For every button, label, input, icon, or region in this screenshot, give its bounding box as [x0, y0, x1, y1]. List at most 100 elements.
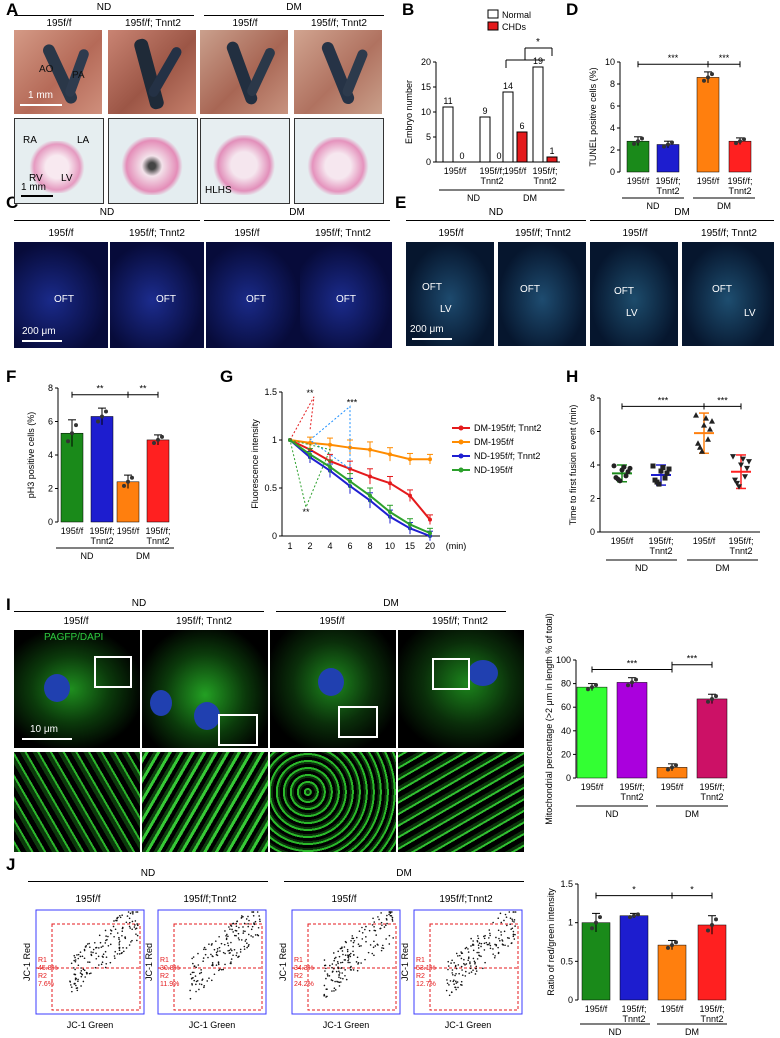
flow-event: [455, 980, 457, 983]
x-tick-label: Tnnt2: [620, 792, 643, 802]
bar: [657, 944, 687, 1001]
data-label: 11: [443, 96, 452, 106]
stain-label: PAGFP/DAPI: [44, 632, 104, 643]
mito-image: PAGFP/DAPI 10 μm: [14, 630, 140, 748]
flow-event: [340, 961, 342, 964]
gate-percent: 45.8%: [38, 965, 58, 972]
genotype-label: 195f/f: [438, 228, 464, 239]
flow-event: [211, 964, 213, 967]
panel-label-b: B: [402, 0, 415, 19]
flow-event: [383, 926, 386, 928]
flow-event: [237, 932, 240, 935]
flow-event: [351, 937, 353, 940]
flow-event: [101, 955, 104, 958]
data-point: [705, 436, 711, 442]
flow-event: [242, 932, 245, 934]
data-point: [650, 463, 656, 469]
data-point: [66, 439, 70, 444]
flow-event: [113, 920, 115, 922]
flow-event: [475, 965, 478, 968]
flow-event: [339, 977, 342, 979]
flow-event: [473, 960, 476, 963]
flow-event: [486, 943, 489, 946]
data-point: [388, 481, 392, 486]
flow-event: [478, 951, 480, 954]
flow-event: [130, 941, 132, 943]
y-tick-label: 0.5: [264, 483, 277, 493]
flow-event: [225, 938, 228, 941]
group-label: ND: [609, 1027, 622, 1037]
flow-event: [343, 946, 346, 948]
flow-event: [331, 979, 334, 982]
y-tick-label: 40: [561, 726, 571, 736]
flow-event: [251, 911, 253, 913]
la-label: LA: [77, 135, 90, 146]
flow-event: [331, 971, 334, 973]
flow-event: [338, 976, 340, 979]
flow-frame: [291, 909, 401, 1015]
data-point: [611, 463, 617, 469]
flow-event: [251, 925, 254, 928]
x-tick-label: Tnnt2: [622, 1014, 645, 1024]
flow-event: [464, 964, 466, 966]
flow-event: [324, 970, 326, 972]
gate-percent: 30.8%: [160, 965, 180, 972]
flow-event: [236, 920, 239, 922]
zoom-box: [338, 706, 378, 738]
flow-event: [497, 946, 499, 949]
flow-event: [511, 927, 514, 930]
x-tick-label: 4: [327, 541, 332, 551]
flow-event: [256, 911, 259, 913]
flow-event: [118, 936, 120, 939]
flow-event: [238, 955, 240, 958]
flow-event: [74, 956, 76, 959]
x-tick-label: 10: [385, 541, 395, 551]
flow-event: [365, 936, 367, 938]
genotype-label: 195f/f; Tnnt2: [701, 228, 757, 239]
data-point: [640, 136, 644, 141]
flow-event: [73, 954, 76, 957]
data-point: [670, 765, 674, 770]
x-tick-label: Tnnt2: [533, 176, 556, 186]
flow-event: [84, 976, 86, 978]
lv-label: LV: [626, 308, 638, 319]
flow-event: [478, 955, 481, 957]
flow-event: [195, 990, 197, 993]
flow-event: [513, 921, 515, 923]
flow-event: [194, 975, 197, 977]
flow-event: [135, 911, 137, 913]
data-point: [428, 457, 432, 462]
flow-event: [215, 951, 218, 954]
genotype-label: 195f/f; Tnnt2: [129, 228, 185, 239]
group-label: DM: [685, 809, 699, 819]
flow-event: [99, 941, 102, 944]
flow-event: [95, 952, 97, 955]
flow-event: [233, 948, 236, 951]
data-point: [746, 459, 752, 465]
genotype-label: 195f/f: [234, 228, 260, 239]
flow-event: [121, 934, 123, 937]
flow-event: [232, 931, 234, 933]
flow-event: [204, 953, 207, 956]
y-tick-label: 1: [272, 435, 277, 445]
flow-event: [470, 937, 472, 940]
flow-event: [240, 939, 243, 941]
tunel-image: OFT: [498, 242, 586, 346]
flow-event: [235, 934, 237, 937]
lv-label: LV: [440, 304, 452, 315]
flow-event: [325, 988, 328, 990]
bar: [697, 924, 727, 1001]
flow-event: [338, 974, 341, 976]
chart-J: 0 0.5 1 1.5 Ratio of red/green intensity 195f…: [546, 879, 727, 1037]
x-tick-label: 195f/f;: [655, 176, 680, 186]
flow-event: [485, 941, 488, 944]
flow-event: [220, 968, 223, 971]
x-tick-label: 2: [307, 541, 312, 551]
flow-event: [77, 957, 80, 960]
flow-event: [483, 949, 486, 951]
flow-event: [107, 935, 109, 938]
flow-event: [468, 972, 471, 974]
flow-event: [467, 957, 470, 960]
flow-event: [371, 924, 374, 926]
